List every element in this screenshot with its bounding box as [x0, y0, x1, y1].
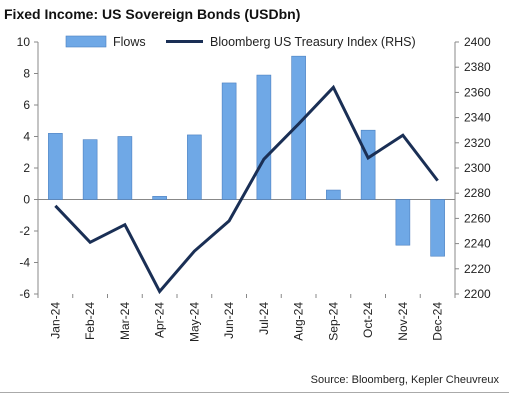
left-tick-label: 4: [23, 130, 30, 144]
right-tick-label: 2200: [464, 287, 491, 301]
x-tick-label: May-24: [187, 302, 201, 342]
x-tick-label: Mar-24: [118, 302, 132, 340]
left-tick-label: 2: [23, 161, 30, 175]
right-tick-label: 2280: [464, 186, 491, 200]
flows-bar: [82, 139, 98, 200]
right-tick-label: 2300: [464, 161, 491, 175]
left-tick-label: -4: [19, 256, 30, 270]
left-tick-label: -2: [19, 224, 30, 238]
flows-bar: [291, 55, 306, 200]
x-tick-label: Apr-24: [153, 302, 167, 338]
flows-bar: [48, 133, 63, 200]
left-tick-label: 10: [17, 35, 31, 49]
x-tick-label: Sep-24: [326, 302, 340, 341]
x-tick-label: Jul-24: [257, 302, 271, 335]
flows-bars: [48, 55, 445, 257]
flows-bar: [117, 136, 133, 200]
source-note: Source: Bloomberg, Kepler Cheuvreux: [310, 374, 499, 386]
x-tick-label: Aug-24: [292, 302, 306, 341]
right-tick-label: 2240: [464, 237, 491, 251]
flows-bar: [152, 196, 167, 200]
flows-bar: [326, 189, 341, 200]
legend-flows-label: Flows: [113, 35, 146, 49]
flows-bar: [256, 74, 272, 200]
legend-flows-swatch: [65, 35, 107, 48]
right-tick-label: 2400: [464, 35, 491, 49]
flows-bar: [187, 134, 202, 200]
right-tick-label: 2260: [464, 211, 491, 225]
treasury-index-line: [54, 84, 439, 295]
right-tick-label: 2360: [464, 85, 491, 99]
right-tick-label: 2340: [464, 111, 491, 125]
x-tick-label: Dec-24: [431, 302, 445, 341]
chart-legend: Flows Bloomberg US Treasury Index (RHS): [65, 35, 416, 49]
left-tick-label: 0: [23, 193, 30, 207]
left-tick-label: 6: [23, 98, 30, 112]
bottom-divider: [0, 392, 509, 393]
x-tick-label: Jun-24: [222, 302, 236, 339]
left-tick-label: 8: [23, 67, 30, 81]
right-tick-label: 2220: [464, 262, 491, 276]
x-tick-label: Oct-24: [361, 302, 375, 338]
flows-bar: [360, 129, 376, 200]
flows-bar: [430, 199, 445, 257]
chart-title: Fixed Income: US Sovereign Bonds (USDbn): [4, 6, 301, 22]
x-tick-label: Jan-24: [48, 302, 62, 339]
treasury-index-line-layer: [54, 84, 439, 295]
right-tick-label: 2380: [464, 60, 491, 74]
right-tick-label: 2320: [464, 136, 491, 150]
legend-index-label: Bloomberg US Treasury Index (RHS): [210, 35, 416, 49]
chart-axes: -6 -4 -2 0 2 4 6 8 10 2200 2220 2240 2260 2280 2300 232…: [17, 35, 491, 342]
flows-bar: [395, 199, 411, 246]
x-tick-label: Feb-24: [83, 302, 97, 340]
x-tick-label: Nov-24: [396, 302, 410, 341]
left-tick-label: -6: [19, 287, 30, 301]
flows-bar: [221, 82, 237, 200]
